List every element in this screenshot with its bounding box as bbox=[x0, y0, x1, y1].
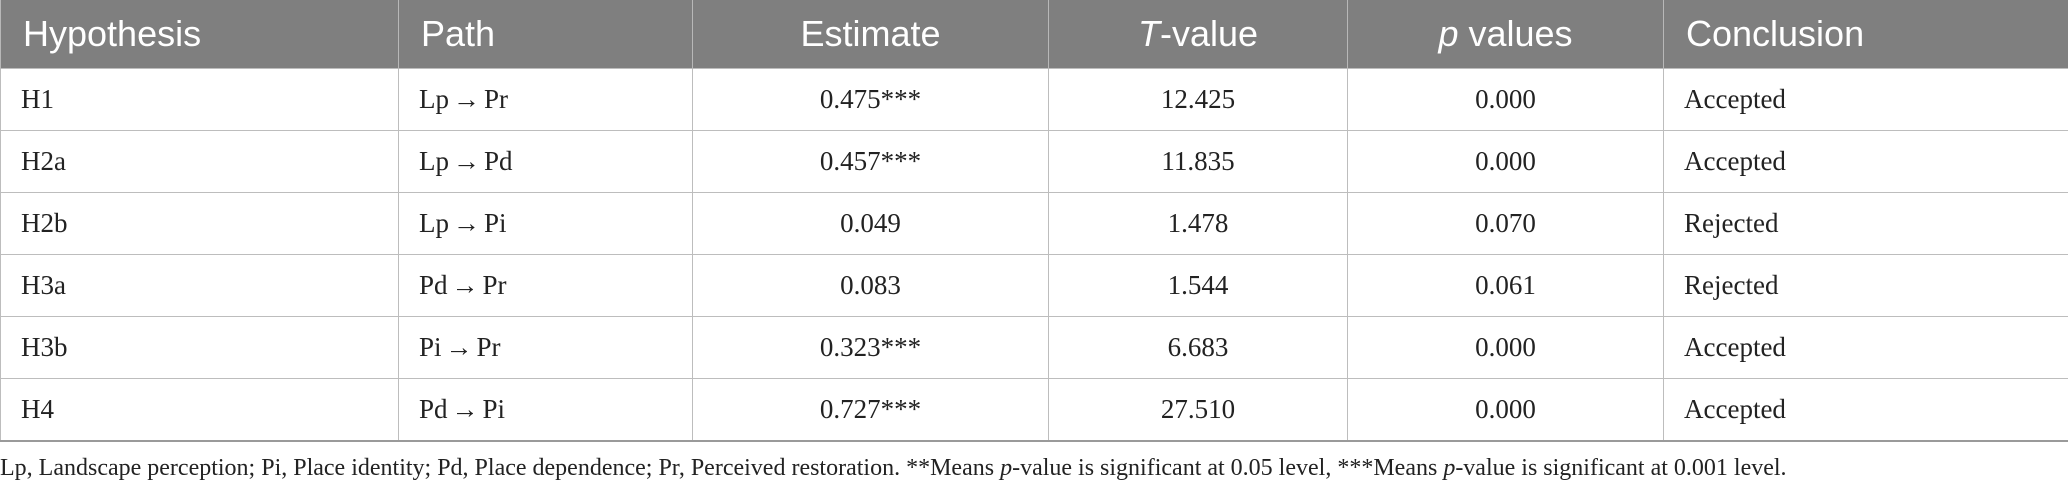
footnote-part3: -value is significant at 0.001 level. bbox=[1455, 455, 1787, 481]
results-table-container: Hypothesis Path Estimate T-value p value… bbox=[0, 0, 2068, 442]
cell-conclusion: Accepted bbox=[1663, 378, 2068, 442]
cell-p-value: 0.000 bbox=[1347, 130, 1664, 193]
path-arrow: → bbox=[451, 270, 479, 300]
header-t-value: T-value bbox=[1048, 0, 1348, 69]
cell-estimate: 0.457*** bbox=[692, 130, 1049, 193]
path-from: Pd bbox=[419, 394, 448, 424]
footnote-part2: -value is significant at 0.05 level, ***… bbox=[1012, 455, 1444, 481]
cell-hypothesis: H4 bbox=[0, 378, 399, 442]
header-estimate: Estimate bbox=[692, 0, 1049, 69]
cell-conclusion: Accepted bbox=[1663, 68, 2068, 131]
path-from: Lp bbox=[419, 84, 449, 114]
cell-conclusion: Rejected bbox=[1663, 254, 2068, 317]
cell-t-value: 6.683 bbox=[1048, 316, 1348, 379]
path-to: Pi bbox=[484, 208, 507, 238]
path-from: Lp bbox=[419, 208, 449, 238]
hypothesis-results-table: Hypothesis Path Estimate T-value p value… bbox=[0, 0, 2068, 442]
header-t-rest: -value bbox=[1159, 13, 1259, 54]
table-header-row: Hypothesis Path Estimate T-value p value… bbox=[0, 0, 2068, 69]
header-conclusion: Conclusion bbox=[1663, 0, 2068, 69]
cell-hypothesis: H3b bbox=[0, 316, 399, 379]
path-from: Lp bbox=[419, 146, 449, 176]
header-p-values: p values bbox=[1347, 0, 1664, 69]
table-row: H2b Lp → Pi 0.049 1.478 0.070 Rejected bbox=[0, 192, 2068, 255]
cell-conclusion: Rejected bbox=[1663, 192, 2068, 255]
cell-path: Pd → Pi bbox=[398, 378, 693, 442]
cell-t-value: 1.544 bbox=[1048, 254, 1348, 317]
cell-estimate: 0.049 bbox=[692, 192, 1049, 255]
cell-estimate: 0.727*** bbox=[692, 378, 1049, 442]
path-from: Pi bbox=[419, 332, 442, 362]
table-row: H3b Pi → Pr 0.323*** 6.683 0.000 Accepted bbox=[0, 316, 2068, 379]
path-arrow: → bbox=[445, 332, 473, 362]
table-footnote: Lp, Landscape perception; Pi, Place iden… bbox=[0, 455, 2068, 482]
cell-path: Lp → Pr bbox=[398, 68, 693, 131]
cell-hypothesis: H3a bbox=[0, 254, 399, 317]
cell-estimate: 0.323*** bbox=[692, 316, 1049, 379]
cell-hypothesis: H2b bbox=[0, 192, 399, 255]
path-arrow: → bbox=[453, 208, 480, 238]
path-arrow: → bbox=[453, 146, 480, 176]
cell-conclusion: Accepted bbox=[1663, 316, 2068, 379]
table-row: H2a Lp → Pd 0.457*** 11.835 0.000 Accepted bbox=[0, 130, 2068, 193]
cell-p-value: 0.061 bbox=[1347, 254, 1664, 317]
cell-estimate: 0.475*** bbox=[692, 68, 1049, 131]
footnote-part1: Lp, Landscape perception; Pi, Place iden… bbox=[0, 455, 1001, 481]
cell-path: Lp → Pd bbox=[398, 130, 693, 193]
table-row: H1 Lp → Pr 0.475*** 12.425 0.000 Accepted bbox=[0, 68, 2068, 131]
cell-path: Lp → Pi bbox=[398, 192, 693, 255]
cell-t-value: 11.835 bbox=[1048, 130, 1348, 193]
path-to: Pr bbox=[476, 332, 501, 362]
header-path: Path bbox=[398, 0, 693, 69]
cell-hypothesis: H2a bbox=[0, 130, 399, 193]
path-to: Pr bbox=[484, 84, 509, 114]
header-p-rest: values bbox=[1458, 13, 1573, 54]
path-arrow: → bbox=[451, 394, 479, 424]
cell-p-value: 0.000 bbox=[1347, 378, 1664, 442]
header-t-italic: T bbox=[1137, 13, 1160, 54]
cell-p-value: 0.000 bbox=[1347, 68, 1664, 131]
path-arrow: → bbox=[453, 84, 480, 114]
cell-p-value: 0.070 bbox=[1347, 192, 1664, 255]
header-hypothesis: Hypothesis bbox=[0, 0, 399, 69]
cell-path: Pi → Pr bbox=[398, 316, 693, 379]
cell-path: Pd → Pr bbox=[398, 254, 693, 317]
cell-conclusion: Accepted bbox=[1663, 130, 2068, 193]
header-p-italic: p bbox=[1438, 13, 1459, 54]
path-to: Pr bbox=[482, 270, 507, 300]
footnote-p2: p bbox=[1443, 455, 1456, 481]
cell-t-value: 1.478 bbox=[1048, 192, 1348, 255]
cell-p-value: 0.000 bbox=[1347, 316, 1664, 379]
path-to: Pi bbox=[482, 394, 506, 424]
path-to: Pd bbox=[484, 146, 513, 176]
cell-t-value: 27.510 bbox=[1048, 378, 1348, 442]
table-body: H1 Lp → Pr 0.475*** 12.425 0.000 Accepted H2a Lp →… bbox=[0, 68, 2068, 442]
table-row: H4 Pd → Pi 0.727*** 27.510 0.000 Accepted bbox=[0, 378, 2068, 442]
cell-t-value: 12.425 bbox=[1048, 68, 1348, 131]
cell-estimate: 0.083 bbox=[692, 254, 1049, 317]
table-row: H3a Pd → Pr 0.083 1.544 0.061 Rejected bbox=[0, 254, 2068, 317]
path-from: Pd bbox=[419, 270, 448, 300]
cell-hypothesis: H1 bbox=[0, 68, 399, 131]
footnote-p1: p bbox=[1000, 455, 1013, 481]
